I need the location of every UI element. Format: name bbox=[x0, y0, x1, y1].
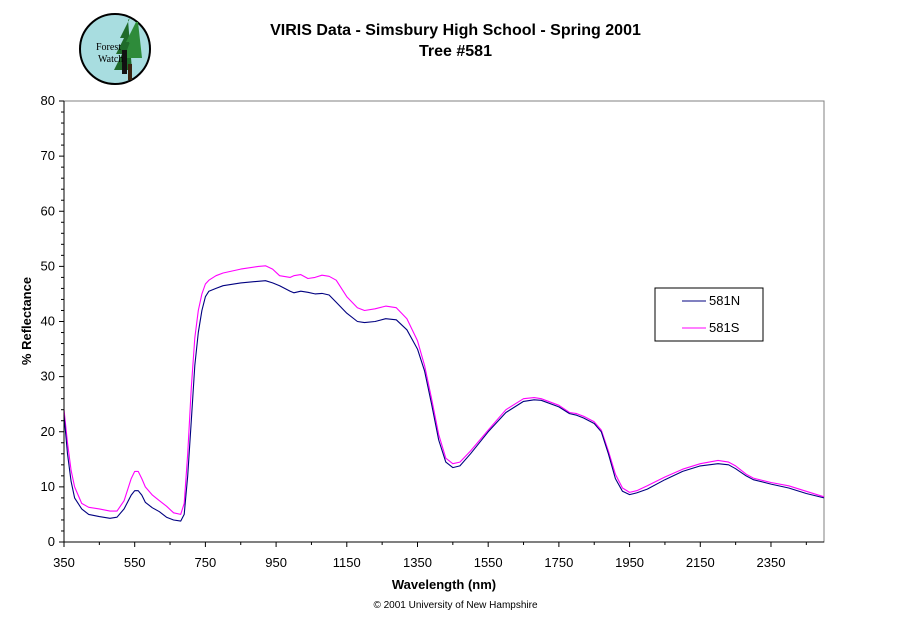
series-line-581S bbox=[63, 265, 825, 515]
chart-title: VIRIS Data - Simsbury High School - Spri… bbox=[270, 22, 641, 39]
series-line-581N bbox=[63, 280, 825, 522]
x-tick-label: 550 bbox=[124, 555, 146, 570]
y-tick-label: 0 bbox=[48, 534, 55, 549]
x-tick-label: 1950 bbox=[615, 555, 644, 570]
x-tick-label: 1350 bbox=[403, 555, 432, 570]
x-tick-label: 1750 bbox=[544, 555, 573, 570]
y-axis: 0 10 20 30 40 50 60 70 80 bbox=[41, 93, 64, 549]
chart-subtitle: Tree #581 bbox=[419, 43, 492, 60]
y-axis-label: % Reflectance bbox=[19, 277, 34, 365]
x-axis: 350 550 750 950 1150 1350 1550 1750 1950 2150 2350 bbox=[53, 542, 807, 570]
x-tick-label: 350 bbox=[53, 555, 75, 570]
x-axis-label: Wavelength (nm) bbox=[392, 577, 496, 592]
legend-label-581N: 581N bbox=[709, 293, 740, 308]
copyright-notice: © 2001 University of New Hampshire bbox=[373, 600, 538, 611]
y-tick-label: 80 bbox=[41, 93, 55, 108]
y-tick-label: 70 bbox=[41, 148, 55, 163]
y-tick-label: 40 bbox=[41, 314, 55, 329]
y-tick-label: 10 bbox=[41, 479, 55, 494]
legend-label-581S: 581S bbox=[709, 320, 740, 335]
y-tick-label: 20 bbox=[41, 424, 55, 439]
x-tick-label: 2350 bbox=[757, 555, 786, 570]
x-tick-label: 1550 bbox=[474, 555, 503, 570]
x-tick-label: 750 bbox=[195, 555, 217, 570]
x-tick-label: 2150 bbox=[686, 555, 715, 570]
logo-text-watch: Watch bbox=[98, 54, 123, 65]
legend-box bbox=[654, 287, 764, 342]
legend: 581N 581S bbox=[654, 287, 764, 342]
y-tick-label: 30 bbox=[41, 369, 55, 384]
series-lines bbox=[63, 265, 825, 522]
y-tick-label: 50 bbox=[41, 258, 55, 273]
x-tick-label: 950 bbox=[265, 555, 287, 570]
y-tick-label: 60 bbox=[41, 203, 55, 218]
forest-watch-logo: Forest Watch bbox=[79, 13, 151, 85]
logo-text-forest: Forest bbox=[96, 42, 121, 53]
x-tick-label: 1150 bbox=[333, 555, 361, 570]
